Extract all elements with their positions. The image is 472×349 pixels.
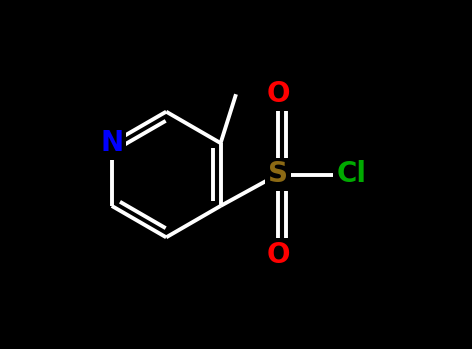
Text: O: O (266, 241, 290, 269)
Text: Cl: Cl (336, 161, 366, 188)
Text: S: S (268, 161, 288, 188)
Text: O: O (266, 80, 290, 108)
Text: N: N (100, 129, 123, 157)
